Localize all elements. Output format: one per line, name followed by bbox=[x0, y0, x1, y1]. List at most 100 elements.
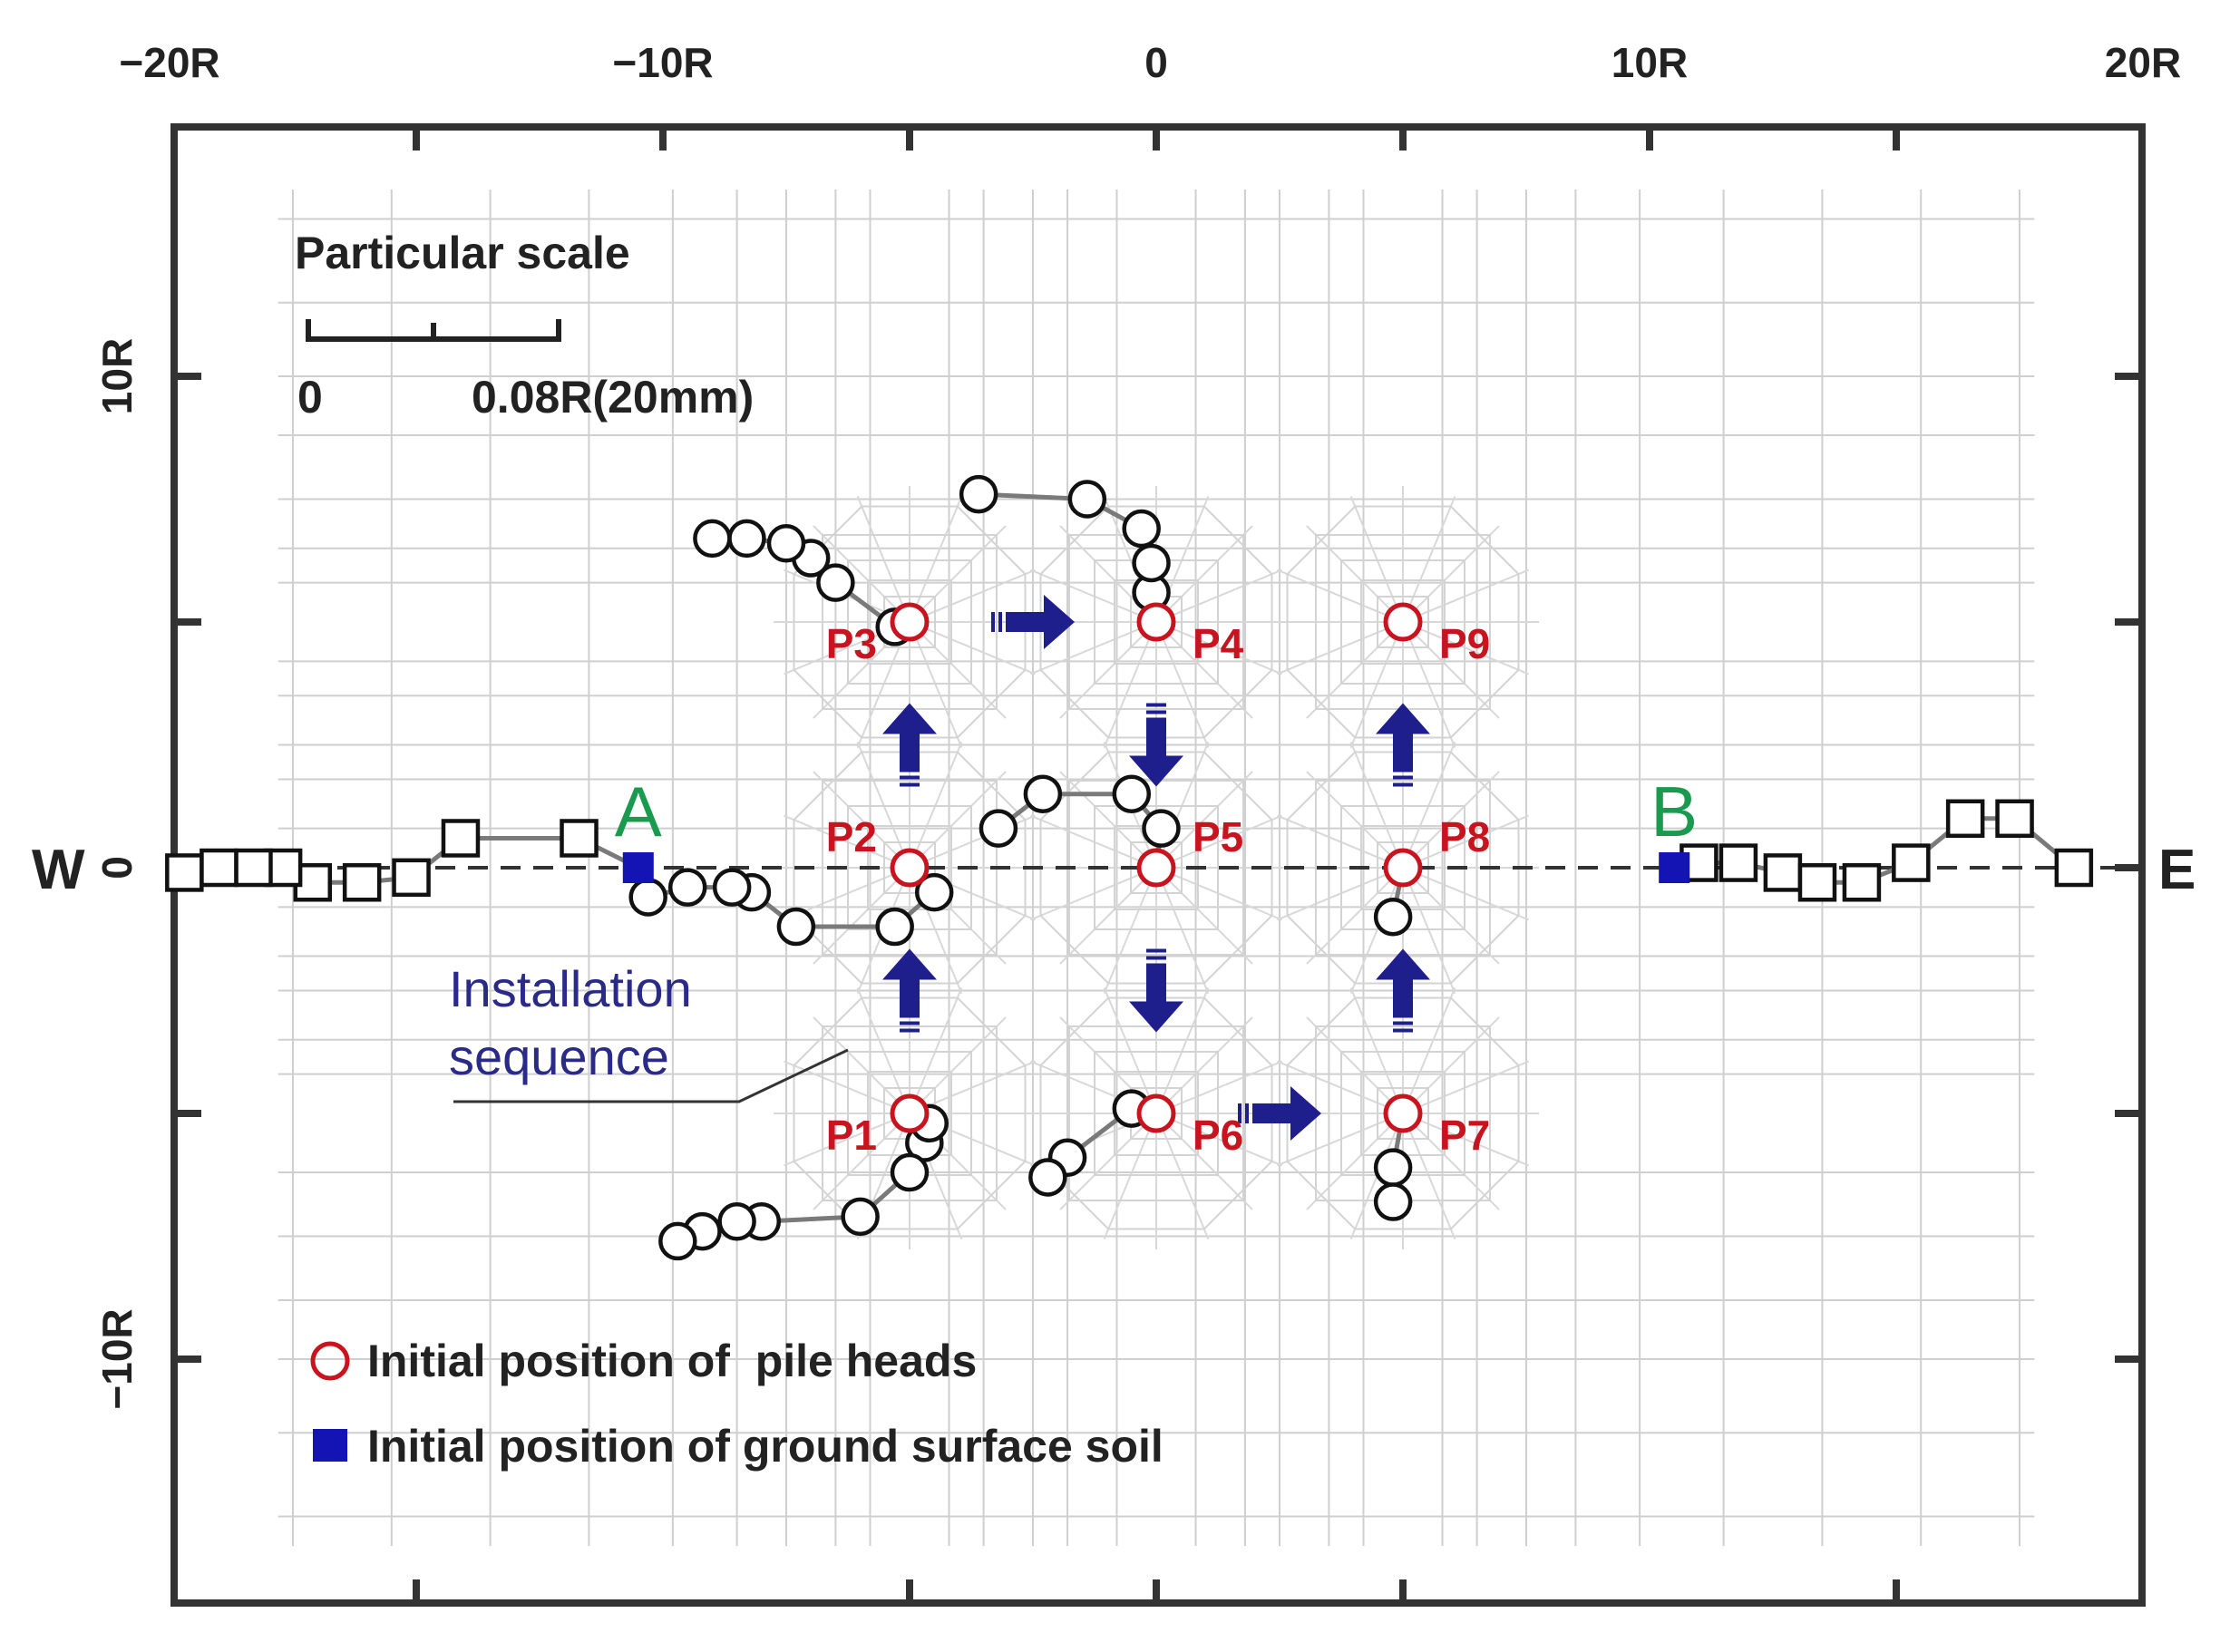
soil-path-point bbox=[342, 863, 382, 902]
mesh-radial-line bbox=[919, 1060, 1036, 1111]
y-tick-label: −10R bbox=[93, 1308, 141, 1409]
pile-heads bbox=[890, 602, 1423, 1133]
mesh-radial-line bbox=[1406, 496, 1456, 613]
mesh-radial-line bbox=[1412, 625, 1529, 675]
mesh-radial-line bbox=[1406, 987, 1456, 1104]
mesh-radial-line bbox=[856, 742, 907, 859]
mesh-radial-line bbox=[1159, 987, 1210, 1104]
pile-path-point bbox=[1023, 774, 1063, 813]
mesh-radial-line bbox=[1349, 1122, 1400, 1239]
legend-pile-head-marker bbox=[310, 1341, 350, 1381]
mesh-radial-line bbox=[912, 631, 963, 748]
sequence-arrow bbox=[991, 595, 1075, 649]
pile-path-point bbox=[667, 868, 707, 907]
mesh-radial-line bbox=[1165, 870, 1282, 921]
mesh-radial-line bbox=[1277, 568, 1394, 619]
mesh-radial-line bbox=[1277, 1116, 1394, 1167]
sequence-arrow-tail-bar bbox=[1006, 612, 1009, 632]
pile-head-p5 bbox=[1136, 848, 1176, 888]
mesh-radial-line bbox=[784, 1060, 901, 1111]
mesh-octagon bbox=[1286, 505, 1520, 739]
pile-path-point bbox=[1142, 809, 1181, 848]
pile-path-point bbox=[776, 907, 816, 947]
sequence-arrow-head bbox=[1256, 1086, 1321, 1141]
mesh-radial-line bbox=[784, 814, 901, 865]
mesh-octagon bbox=[793, 996, 1027, 1230]
pile-head-p9 bbox=[1383, 602, 1423, 642]
pile-label-p9: P9 bbox=[1439, 620, 1490, 667]
mesh-radial-line bbox=[1349, 877, 1400, 994]
mesh-radial-line bbox=[1412, 1116, 1529, 1167]
sequence-arrow-tail-bar bbox=[1146, 956, 1166, 960]
pile-path-point bbox=[1373, 1182, 1413, 1221]
sequence-arrow bbox=[1376, 948, 1430, 1033]
x-tick-label: 20R bbox=[2105, 39, 2181, 86]
mesh-radial-line bbox=[1159, 877, 1210, 994]
soil-path-point bbox=[1719, 843, 1758, 882]
pile-label-p7: P7 bbox=[1439, 1112, 1490, 1159]
pile-head-p6 bbox=[1136, 1093, 1176, 1133]
scale-title: Particular scale bbox=[295, 228, 630, 278]
sequence-arrow bbox=[882, 948, 937, 1033]
legend-soil-text: Initial position of ground surface soil bbox=[367, 1421, 1164, 1472]
mesh-octagon bbox=[793, 505, 1027, 739]
soil-point-label-a: A bbox=[615, 772, 662, 851]
sequence-arrow-tail-bar bbox=[1146, 948, 1166, 953]
mesh-ring bbox=[1377, 1087, 1429, 1140]
sequence-arrow-tail-bar bbox=[1393, 1014, 1413, 1018]
mesh-radial-line bbox=[1030, 870, 1147, 921]
pile-label-p6: P6 bbox=[1193, 1112, 1243, 1159]
sequence-arrow-tail-bar bbox=[1393, 768, 1413, 773]
scale-end-label: 0.08R(20mm) bbox=[472, 372, 754, 423]
sequence-arrow-tail-bar bbox=[900, 1014, 920, 1018]
pile-label-p3: P3 bbox=[826, 620, 877, 667]
sequence-arrow-head bbox=[1376, 703, 1430, 769]
soil-path-point bbox=[1995, 799, 2034, 839]
mesh-radial-line bbox=[1277, 870, 1394, 921]
mesh-radial-line bbox=[1030, 625, 1147, 675]
mesh-octagon bbox=[1286, 996, 1520, 1230]
pile-path-point bbox=[1373, 1148, 1413, 1187]
mesh-radial-line bbox=[919, 625, 1036, 675]
mesh-radial-line bbox=[1277, 1060, 1394, 1111]
installation-label-line2: sequence bbox=[449, 1028, 669, 1085]
pile-path-point bbox=[914, 872, 954, 912]
mesh-radial-line bbox=[1412, 814, 1529, 865]
mesh-radial-line bbox=[919, 568, 1036, 619]
mesh-octagon bbox=[1039, 505, 1273, 739]
soil-path-point bbox=[392, 858, 431, 898]
mesh-radial-line bbox=[1165, 1060, 1282, 1111]
sequence-arrow-tail-bar bbox=[1238, 1103, 1241, 1123]
mesh-radial-line bbox=[856, 631, 907, 748]
mesh-radial-line bbox=[1406, 631, 1456, 748]
sequence-arrow-tail-bar bbox=[1146, 963, 1166, 967]
soil-path-point bbox=[165, 853, 204, 892]
pile-path-point bbox=[727, 519, 766, 559]
mesh-ring bbox=[1360, 579, 1446, 665]
pile-label-p2: P2 bbox=[826, 813, 877, 860]
sequence-arrow bbox=[1129, 703, 1183, 787]
soil-path-point bbox=[2054, 848, 2094, 888]
sequence-arrow-tail-bar bbox=[998, 612, 1002, 632]
x-tick-label: −20R bbox=[119, 39, 219, 86]
mesh-radial-line bbox=[1349, 631, 1400, 748]
x-tick-label: 10R bbox=[1611, 39, 1688, 86]
installation-sequence-arrows bbox=[882, 595, 1430, 1141]
mesh-radial-line bbox=[1030, 814, 1147, 865]
soil-path-point bbox=[1763, 853, 1803, 892]
mesh-octagon bbox=[1039, 996, 1273, 1230]
mesh-ring bbox=[1094, 1051, 1219, 1176]
mesh-octagon bbox=[1286, 751, 1520, 985]
scale-bar: Particular scale 0 0.08R(20mm) bbox=[295, 228, 754, 423]
pile-path-point bbox=[1028, 1158, 1067, 1197]
pile-path-point bbox=[717, 1201, 756, 1241]
mesh-ring bbox=[847, 559, 972, 685]
pile-path-point bbox=[693, 519, 732, 559]
soil-point-a bbox=[622, 852, 654, 883]
legend-soil-marker bbox=[313, 1429, 347, 1462]
soil-path-point bbox=[441, 819, 481, 858]
soil-path-point bbox=[200, 848, 239, 888]
pile-head-p4 bbox=[1136, 602, 1176, 642]
mesh-radial-line bbox=[1103, 877, 1154, 994]
y-tick-label: 10R bbox=[93, 338, 141, 414]
